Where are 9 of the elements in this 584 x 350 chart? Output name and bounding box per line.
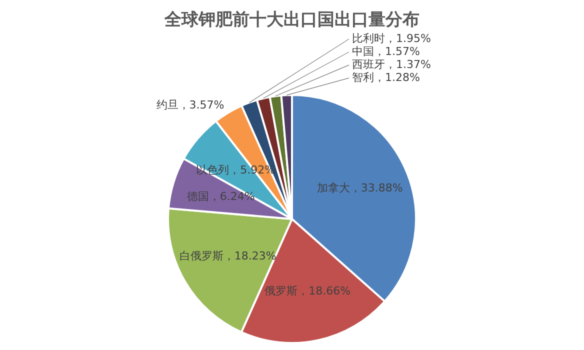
slice-label: 俄罗斯，18.66% [264, 284, 351, 298]
slice-label: 西班牙，1.37% [352, 58, 431, 71]
slice-label: 德国，6.24% [186, 190, 255, 204]
slice-label: 中国，1.57% [352, 44, 420, 58]
slice-label: 约旦，3.57% [156, 98, 224, 112]
slice-label: 比利时，1.95% [352, 32, 431, 45]
chart-title: 全球钾肥前十大出口国出口量分布 [163, 9, 420, 32]
slice-label: 加拿大，33.88% [316, 181, 403, 194]
slice-label: 智利，1.28% [352, 70, 420, 84]
